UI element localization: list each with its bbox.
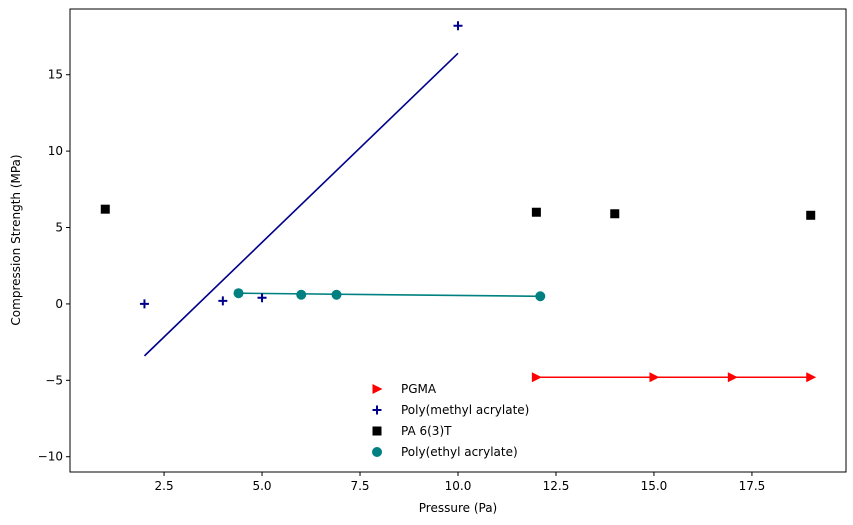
- x-tick-label: 17.5: [739, 479, 766, 493]
- y-axis-ticks: −10 −5 0 5 10 15: [38, 68, 70, 464]
- series-lines: [143, 52, 811, 379]
- y-tick-label: 10: [48, 144, 63, 158]
- legend-label: Poly(ethyl acrylate): [401, 445, 518, 459]
- x-tick-label: 12.5: [543, 479, 570, 493]
- data-point: [535, 291, 546, 302]
- y-tick-label: −5: [45, 373, 63, 387]
- data-point: [233, 288, 244, 299]
- data-point: [531, 207, 541, 217]
- plot-area: [70, 9, 846, 472]
- legend-marker: [372, 405, 382, 415]
- legend-label: PGMA: [401, 382, 437, 396]
- legend: PGMA Poly(methyl acrylate) PA 6(3)T Poly(et…: [372, 382, 529, 459]
- x-axis-label: Pressure (Pa): [419, 501, 497, 515]
- y-axis-label: Compression Strength (MPa): [9, 154, 23, 325]
- legend-label: PA 6(3)T: [401, 424, 452, 438]
- data-point: [139, 299, 149, 309]
- data-point: [727, 372, 738, 383]
- data-point: [806, 210, 816, 220]
- data-point: [806, 372, 817, 383]
- series-markers: [100, 21, 817, 383]
- data-point: [531, 372, 542, 383]
- series-line: [238, 292, 541, 298]
- data-point: [453, 21, 463, 31]
- x-tick-label: 10.0: [445, 479, 472, 493]
- y-tick-label: 0: [55, 297, 63, 311]
- data-point: [296, 289, 307, 300]
- data-point: [610, 209, 620, 219]
- legend-marker: [372, 426, 382, 436]
- x-tick-label: 5.0: [252, 479, 271, 493]
- x-tick-label: 15.0: [641, 479, 668, 493]
- x-axis-ticks: 2.5 5.0 7.5 10.0 12.5 15.0 17.5: [155, 472, 766, 493]
- y-tick-label: 5: [55, 221, 63, 235]
- x-tick-label: 2.5: [155, 479, 174, 493]
- y-tick-label: 15: [48, 68, 63, 82]
- legend-marker: [372, 447, 382, 457]
- y-tick-label: −10: [38, 450, 63, 464]
- data-point: [649, 372, 660, 383]
- data-point: [100, 204, 110, 214]
- data-point: [331, 289, 342, 300]
- series-line: [143, 52, 459, 357]
- legend-marker: [372, 384, 383, 394]
- x-tick-label: 7.5: [350, 479, 369, 493]
- legend-label: Poly(methyl acrylate): [401, 403, 529, 417]
- data-point: [218, 296, 228, 306]
- data-point: [257, 293, 267, 303]
